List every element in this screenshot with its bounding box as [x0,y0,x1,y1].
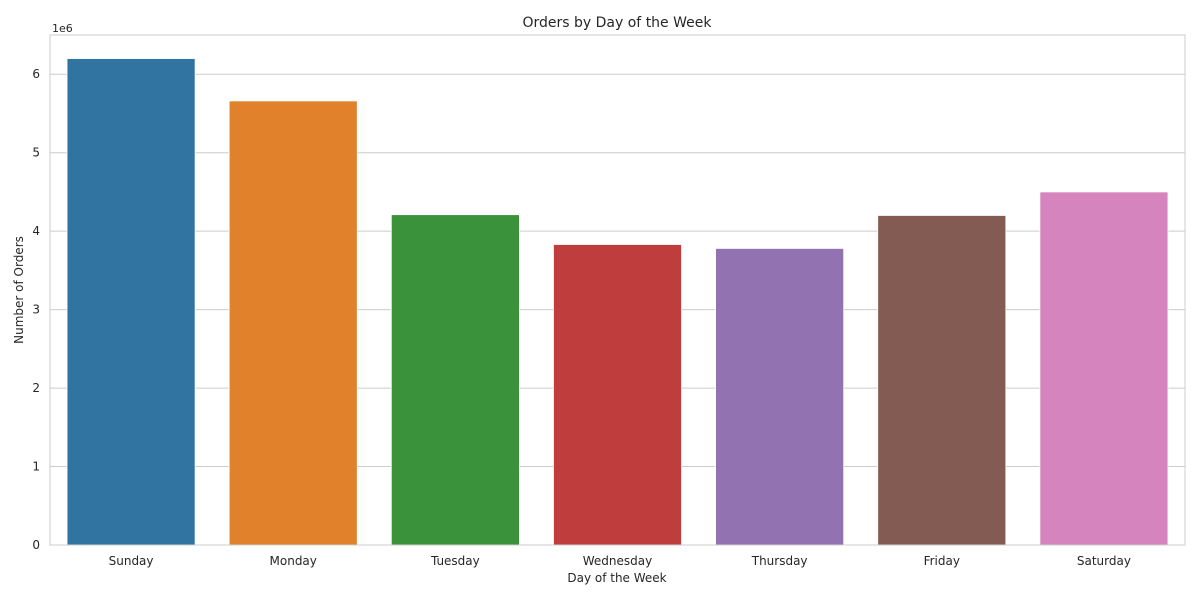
y-tick-label: 4 [32,224,40,238]
y-tick-labels: 0 1 2 3 4 5 6 [32,67,40,552]
bar-tuesday [390,214,520,546]
x-axis-label: Day of the Week [567,571,666,585]
bar-wednesday [553,244,682,546]
y-tick-label: 6 [32,67,40,81]
x-tick-label: Thursday [751,554,808,568]
x-tick-label: Friday [924,554,960,568]
y-axis-label: Number of Orders [12,236,26,344]
y-tick-label: 1 [32,460,40,474]
bars [66,58,1169,546]
bar-saturday [1039,191,1169,546]
plot-frame [49,34,1186,546]
y-tick-label: 0 [32,538,40,552]
chart-title: Orders by Day of the Week [523,15,713,31]
bar-friday [877,215,1007,546]
y-tick-label: 3 [32,303,40,317]
bar-thursday [715,248,845,546]
bar-monday [228,100,358,546]
x-tick-labels: Sunday Monday Tuesday Wednesday Thursday Frid… [109,554,1131,568]
x-tick-label: Monday [270,554,317,568]
x-tick-label: Tuesday [430,554,480,568]
y-offset-label: 1e6 [52,22,73,35]
y-tick-label: 5 [32,146,40,160]
bar-sunday [66,58,196,546]
x-tick-label: Sunday [109,554,154,568]
y-tick-label: 2 [32,381,40,395]
x-tick-label: Wednesday [583,554,652,568]
x-tick-label: Saturday [1077,554,1131,568]
